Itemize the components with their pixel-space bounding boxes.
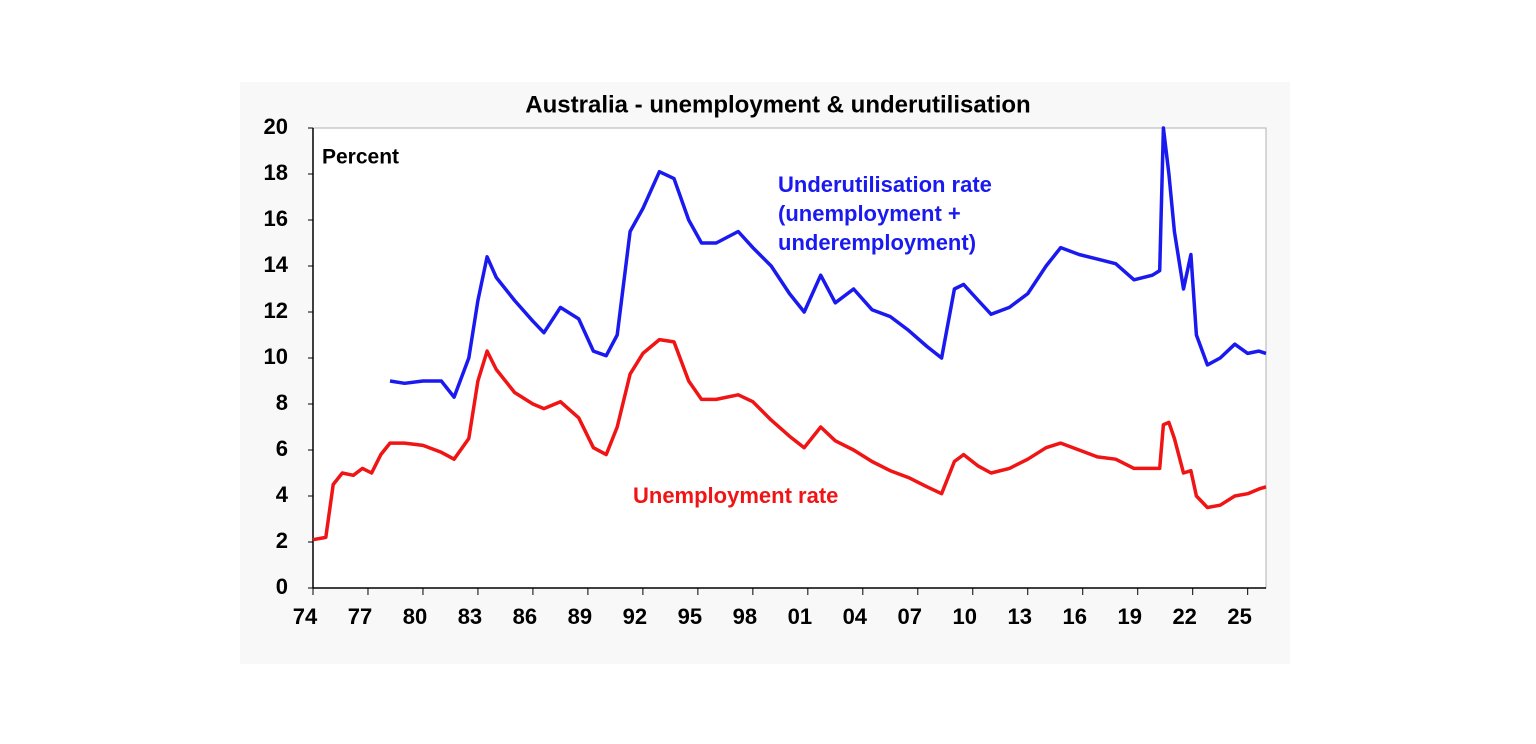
series-line bbox=[389, 126, 1267, 399]
series-label: (unemployment + bbox=[778, 201, 961, 226]
x-tick-label: 01 bbox=[788, 604, 812, 629]
x-tick-label: 04 bbox=[843, 604, 868, 629]
x-tick-label: 16 bbox=[1062, 604, 1086, 629]
y-tick-label: 8 bbox=[276, 390, 288, 415]
x-tick-label: 83 bbox=[458, 604, 482, 629]
x-tick-label: 95 bbox=[678, 604, 702, 629]
x-tick-label: 89 bbox=[568, 604, 592, 629]
x-tick-label: 22 bbox=[1172, 604, 1196, 629]
x-tick-label: 74 bbox=[293, 604, 318, 629]
series-line bbox=[312, 337, 1267, 542]
x-tick-label: 77 bbox=[348, 604, 372, 629]
y-tick-label: 2 bbox=[276, 528, 288, 553]
x-tick-label: 10 bbox=[953, 604, 977, 629]
y-tick-label: 6 bbox=[276, 436, 288, 461]
x-tick-label: 25 bbox=[1227, 604, 1251, 629]
x-tick-label: 98 bbox=[733, 604, 757, 629]
x-tick-label: 07 bbox=[898, 604, 922, 629]
y-axis-label: Percent bbox=[322, 146, 399, 169]
x-tick-label: 86 bbox=[513, 604, 537, 629]
series-label: Unemployment rate bbox=[633, 483, 838, 508]
series-label: underemployment) bbox=[778, 230, 976, 255]
chart-title: Australia - unemployment & underutilisat… bbox=[525, 91, 1030, 118]
y-tick-label: 20 bbox=[264, 114, 288, 139]
y-tick-label: 10 bbox=[264, 344, 288, 369]
y-tick-label: 16 bbox=[264, 206, 288, 231]
series-label: Underutilisation rate bbox=[778, 172, 992, 197]
x-tick-label: 13 bbox=[1008, 604, 1032, 629]
x-tick-label: 80 bbox=[403, 604, 427, 629]
x-tick-label: 92 bbox=[623, 604, 647, 629]
y-tick-label: 4 bbox=[276, 482, 289, 507]
y-tick-label: 14 bbox=[264, 252, 289, 277]
plot-area bbox=[312, 127, 1267, 589]
x-tick-label: 19 bbox=[1117, 604, 1141, 629]
y-tick-label: 12 bbox=[264, 298, 288, 323]
y-tick-label: 18 bbox=[264, 160, 288, 185]
y-tick-label: 0 bbox=[276, 574, 288, 599]
